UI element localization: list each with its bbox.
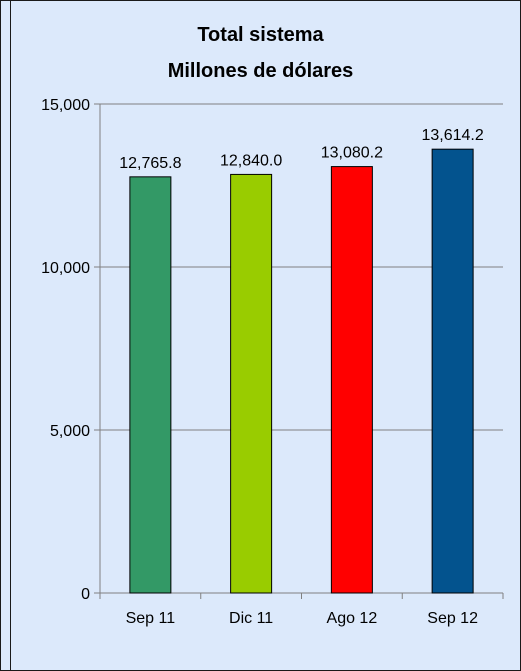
x-tick-label: Dic 11 (229, 610, 273, 627)
bar-sep-12 (431, 148, 474, 594)
chart-title: Total sistema (197, 24, 324, 46)
y-tick-label: 10,000 (41, 260, 90, 277)
x-tick-label: Sep 12 (427, 610, 478, 627)
bar-value-label: 13,614.2 (421, 127, 483, 144)
y-tick-label: 15,000 (41, 97, 90, 114)
x-tick-label: Sep 11 (126, 610, 176, 627)
y-tick-label: 0 (81, 586, 90, 603)
bar-ago-12 (330, 166, 373, 594)
y-tick-label: 5,000 (50, 423, 90, 440)
labels: 0 5,000 10,000 15,000 12,765.8 Sep 11 12,840.0… (41, 97, 484, 627)
bar-dic-11 (230, 173, 273, 594)
chart-subtitle: Millones de dólares (167, 60, 354, 82)
bar-sep-11 (129, 176, 172, 594)
bars (129, 148, 474, 594)
left-border-rule (10, 0, 11, 671)
bar-value-label: 12,840.0 (220, 152, 282, 169)
bar-value-label: 13,080.2 (321, 145, 383, 162)
x-tick-label: Ago 12 (327, 610, 378, 627)
bar-value-label: 12,765.8 (119, 155, 181, 172)
